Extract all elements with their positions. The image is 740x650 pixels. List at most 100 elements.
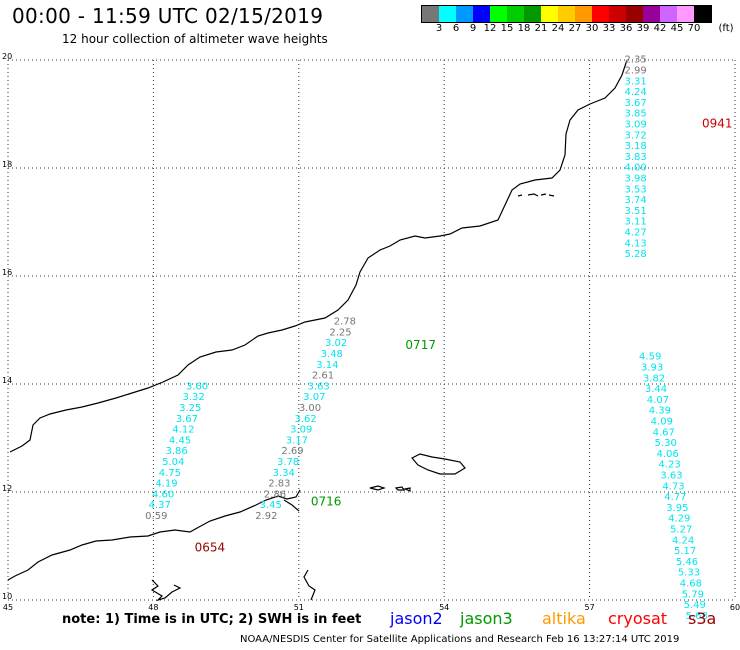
colorbar-cell (575, 6, 592, 22)
wave-height-label: 4.19 (155, 479, 177, 490)
track-time-label: 0716 (311, 495, 342, 509)
wave-height-label: 3.62 (294, 414, 316, 425)
wave-height-label: 2.86 (264, 489, 286, 500)
wave-height-label: 5.49 (684, 600, 706, 611)
wave-height-label: 3.85 (625, 109, 647, 120)
wave-height-label: 3.53 (625, 184, 647, 195)
colorbar-cell (490, 6, 507, 22)
credit-line: NOAA/NESDIS Center for Satellite Applica… (240, 634, 680, 645)
satellite-legend-s3a: s3a (688, 609, 717, 628)
wave-height-label: 5.30 (655, 438, 677, 449)
track-labels: 2.352.993.314.243.673.853.093.723.183.83… (145, 55, 740, 622)
lon-tick-label: 60 (730, 603, 740, 612)
colorbar-cell (541, 6, 558, 22)
wave-height-label: 2.25 (329, 327, 351, 338)
units-note: note: 1) Time is in UTC; 2) SWH is in fe… (62, 612, 362, 627)
wave-height-label: 4.24 (672, 535, 694, 546)
wave-height-label: 5.68 (686, 611, 708, 622)
wave-height-label: 3.02 (325, 338, 347, 349)
coastline (7, 59, 628, 602)
colorbar-cell (660, 6, 677, 22)
wave-height-label: 3.14 (316, 360, 338, 371)
wave-height-label: 3.95 (666, 503, 688, 514)
wave-height-label: 2.92 (255, 511, 277, 522)
wave-height-label: 5.28 (625, 249, 647, 260)
colorbar-label: 27 (568, 23, 582, 34)
horn-tip (283, 499, 300, 512)
track-time-label: 0717 (405, 338, 436, 352)
wave-height-label: 3.32 (182, 392, 204, 403)
lat-tick-label: 14 (2, 376, 12, 385)
colorbar-cell (524, 6, 541, 22)
wave-height-label: 3.83 (625, 152, 647, 163)
lat-tick-label: 10 (2, 592, 12, 601)
satellite-legend-jason3: jason3 (460, 609, 513, 628)
wave-height-label: 3.86 (166, 446, 188, 457)
wave-height-label: 3.82 (643, 373, 665, 384)
wave-height-label: 4.06 (656, 449, 678, 460)
colorbar-label: 3 (435, 23, 443, 34)
wave-height-label: 5.17 (674, 546, 696, 557)
wave-height-label: 4.27 (625, 228, 647, 239)
wave-height-label: 3.51 (625, 206, 647, 217)
arabian-coastline (9, 59, 628, 453)
wave-height-label: 2.83 (268, 479, 290, 490)
wave-height-label: 4.07 (647, 395, 669, 406)
wave-height-label: 3.63 (660, 471, 682, 482)
lon-tick-label: 51 (294, 603, 304, 612)
lat-tick-label: 16 (2, 268, 12, 277)
wave-height-label: 2.69 (281, 446, 303, 457)
colorbar-label: 6 (452, 23, 460, 34)
colorbar-label: 39 (636, 23, 650, 34)
colorbar-cell (592, 6, 609, 22)
satellite-legend-altika: altika (542, 609, 586, 628)
wave-height-label: 3.44 (645, 384, 667, 395)
colorbar-cell (626, 6, 643, 22)
bab-el-mandeb-coast (303, 569, 316, 601)
colorbar-cell (643, 6, 660, 22)
colorbar-cell (456, 6, 473, 22)
wave-height-label: 4.00 (625, 163, 647, 174)
lat-lon-grid: 20 18 16 14 12 10 45 48 51 54 57 60 (2, 52, 740, 612)
colorbar-unit: (ft) (718, 23, 734, 34)
kuria-islands (517, 193, 555, 197)
lon-tick-label: 57 (585, 603, 595, 612)
wave-height-label: 3.60 (186, 381, 208, 392)
colorbar-cell (694, 6, 711, 22)
wave-height-label: 4.67 (653, 427, 675, 438)
wave-height-label: 3.25 (179, 403, 201, 414)
satellite-legend-jason2: jason2 (390, 609, 443, 628)
wave-height-label: 4.59 (639, 352, 661, 363)
wave-height-label: 2.61 (312, 371, 334, 382)
wave-height-label: 4.09 (651, 417, 673, 428)
wave-height-label: 3.67 (625, 98, 647, 109)
wave-height-label: 3.18 (625, 141, 647, 152)
colorbar-cell (422, 6, 439, 22)
map-subtitle: 12 hour collection of altimeter wave hei… (62, 32, 328, 46)
socotra-island (411, 453, 466, 475)
wave-height-label: 3.67 (176, 414, 198, 425)
wave-height-label: 4.60 (152, 489, 174, 500)
colorbar-cell (473, 6, 490, 22)
wave-height-label: 4.77 (664, 492, 686, 503)
wave-height-label: 3.63 (308, 381, 330, 392)
colorbar-label: 9 (469, 23, 477, 34)
colorbar-label: 33 (602, 23, 616, 34)
wave-height-label: 4.13 (625, 238, 647, 249)
colorbar-cell (507, 6, 524, 22)
lat-tick-label: 12 (2, 484, 12, 493)
wave-height-label: 3.31 (625, 76, 647, 87)
wave-height-label: 3.78 (277, 457, 299, 468)
wave-height-label: 3.11 (625, 217, 647, 228)
colorbar-label: 15 (500, 23, 514, 34)
wave-height-label: 2.99 (625, 66, 647, 77)
colorbar-label: 42 (653, 23, 667, 34)
somali-coastline (7, 489, 301, 581)
lat-tick-label: 18 (2, 160, 12, 169)
wave-height-label: 3.00 (299, 403, 321, 414)
wave-height-label: 3.98 (625, 174, 647, 185)
colorbar-cell (677, 6, 694, 22)
wave-height-label: 3.74 (625, 195, 647, 206)
colorbar-label: 21 (534, 23, 548, 34)
